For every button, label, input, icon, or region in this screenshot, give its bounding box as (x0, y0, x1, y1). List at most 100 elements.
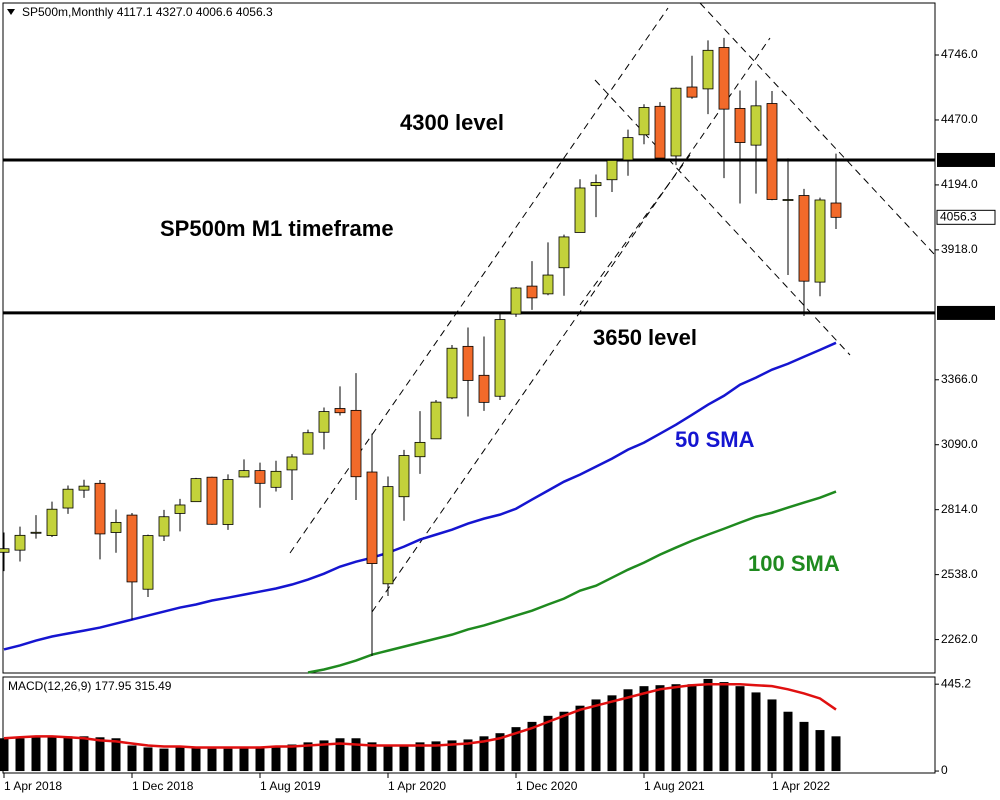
candle-body (222, 479, 234, 525)
macd-bar (559, 711, 569, 772)
candle-body (318, 411, 330, 433)
candle-body (110, 521, 122, 533)
candle-body (238, 470, 250, 478)
candle-body (542, 274, 554, 295)
macd-bar (223, 748, 233, 772)
candle-body (78, 485, 90, 491)
x-tick-label: 1 Dec 2020 (516, 779, 578, 793)
candle-body (270, 470, 282, 488)
macd-bar (751, 692, 761, 772)
macd-bar (351, 738, 361, 772)
candle-body (606, 160, 618, 181)
candle-body (30, 531, 42, 534)
level-box (937, 305, 995, 320)
last-price-label: 4056.3 (940, 209, 977, 223)
macd-bar (0, 738, 9, 772)
candle-body (590, 182, 602, 187)
macd-bar (335, 738, 345, 772)
candle-body (430, 401, 442, 440)
x-tick-label: 1 Aug 2019 (260, 779, 321, 793)
y-tick-label: 3366.0 (941, 372, 978, 386)
macd-bar (767, 699, 777, 772)
candle-body (670, 87, 682, 157)
candle-body (174, 504, 186, 514)
macd-title: MACD(12,26,9) 177.95 315.49 (8, 679, 172, 693)
macd-bar (431, 741, 441, 772)
trendline (289, 7, 669, 554)
main-frame (2, 2, 936, 674)
candle-body (494, 319, 506, 397)
candle-body (446, 347, 458, 399)
candle-body (638, 107, 650, 136)
macd-frame (2, 676, 936, 774)
macd-bar (527, 721, 537, 772)
candle-body (398, 455, 410, 498)
macd-bar (607, 695, 617, 772)
macd-bar (367, 742, 377, 772)
macd-bar (463, 739, 473, 772)
macd-bar (79, 736, 89, 772)
candle-body (46, 508, 58, 536)
macd-bar (31, 737, 41, 772)
candle-body (94, 482, 106, 535)
macd-bar (47, 736, 57, 772)
series-label: 100 SMA (748, 551, 840, 576)
candle-body (798, 195, 810, 282)
macd-bar (831, 736, 841, 772)
candle-body (478, 374, 490, 403)
sma-line (307, 490, 837, 674)
candle-body (750, 105, 762, 146)
candle-body (702, 49, 714, 90)
macd-bar (687, 684, 697, 772)
y-tick-label: 2814.0 (941, 502, 978, 516)
macd-bar (495, 733, 505, 772)
macd-bar (735, 686, 745, 772)
candle-body (254, 470, 266, 484)
macd-bar (815, 730, 825, 772)
macd-bar (303, 742, 313, 772)
macd-bar (783, 711, 793, 772)
candle-body (734, 108, 746, 143)
candle-body (158, 516, 170, 537)
macd-bar (239, 747, 249, 772)
annotation: SP500m M1 timeframe (160, 216, 394, 241)
candle-body (686, 86, 698, 98)
macd-bar (671, 684, 681, 772)
y-tick-label: 445.2 (941, 676, 971, 690)
macd-bar (543, 715, 553, 772)
macd-bar (15, 738, 25, 772)
macd-bar (639, 686, 649, 772)
x-tick-label: 1 Apr 2022 (772, 779, 830, 793)
candle-body (654, 105, 666, 159)
macd-bar (511, 727, 521, 772)
macd-bar (287, 744, 297, 772)
candle-body (206, 476, 218, 525)
y-tick-label: 4470.0 (941, 112, 978, 126)
candle-body (574, 187, 586, 233)
candle-body (126, 514, 138, 583)
candle-body (526, 285, 538, 299)
macd-bar (655, 685, 665, 772)
y-tick-label: 3918.0 (941, 242, 978, 256)
y-tick-label: 4746.0 (941, 47, 978, 61)
candle-body (286, 456, 298, 471)
macd-bar (799, 721, 809, 772)
candle-body (142, 535, 154, 590)
macd-bar (255, 746, 265, 772)
candle-body (302, 432, 314, 455)
macd-bar (63, 736, 73, 772)
last-price-box (936, 209, 996, 225)
candle-body (814, 199, 826, 283)
sma-line (3, 341, 837, 651)
candle-body (462, 345, 474, 381)
candle-body (766, 103, 778, 200)
macd-bar (159, 748, 169, 772)
menu-triangle (7, 9, 15, 15)
y-tick-label: 2262.0 (941, 632, 978, 646)
candle-body (622, 137, 634, 161)
level-label: 3650.0 (940, 305, 977, 319)
candle-body (382, 486, 394, 585)
candle-body (0, 548, 10, 553)
macd-bar (719, 682, 729, 772)
level-box (937, 152, 995, 167)
